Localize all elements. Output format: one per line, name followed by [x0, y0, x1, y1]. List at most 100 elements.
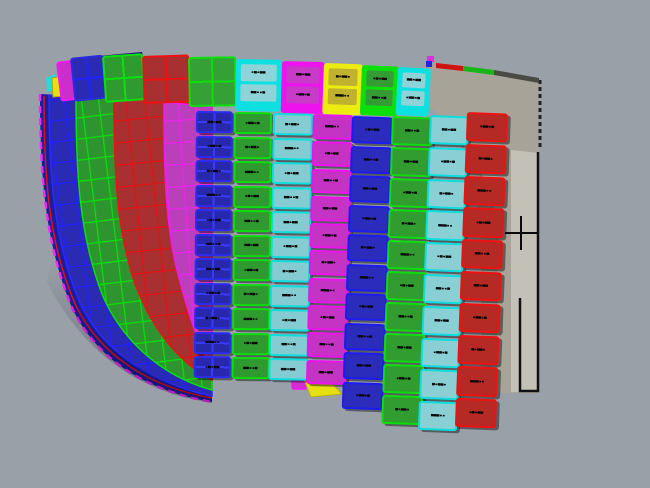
plate-cyan-b-1[interactable]: ■■▪■■ [428, 115, 469, 146]
plate-red-8[interactable]: ■▪■■▪ [457, 334, 500, 366]
plate-green-a-9[interactable]: ■■■▪▪ [232, 307, 271, 331]
top-plate-yellow-1[interactable]: ■▪■■▪ [328, 68, 358, 86]
plate-navy-8[interactable]: ▪■■▪■ [194, 282, 232, 305]
plate-cyan-a-7[interactable]: ■▪■■▪ [270, 259, 311, 283]
plate-cyan-b-4[interactable]: ■■■▪▪ [425, 210, 466, 242]
plate-cyan-b-7[interactable]: ■■▪■■ [421, 305, 462, 337]
plate-cyan-b-5[interactable]: ▪■▪■■ [423, 242, 465, 273]
plate-green-b-5[interactable]: ■■■▪▪ [386, 239, 429, 270]
plate-cyan-a-11[interactable]: ■■▪■■ [268, 357, 309, 381]
plate-cyan-a-9[interactable]: ▪■▪■■ [269, 308, 310, 332]
plate-red-1[interactable]: ▪■■▪■ [465, 112, 508, 143]
plate-magenta-3[interactable]: ■■▪▪■ [310, 168, 352, 195]
plate-magenta-6[interactable]: ■▪■■▪ [308, 250, 350, 277]
plate-cyan-a-2[interactable]: ■■■▪▪ [272, 137, 313, 161]
plate-navy-3[interactable]: ■▪■■▪ [195, 159, 233, 183]
top-row-panel-cyan[interactable]: ▪■▪■■ ■■▪▪■ [235, 59, 282, 112]
top-row-panel-magenta2[interactable]: ■■▪■■ ▪■■▪■ [280, 61, 325, 115]
plate-green-b-10[interactable]: ■▪■■▪ [381, 394, 424, 425]
plate-navy-10[interactable]: ■■■▪▪ [193, 331, 232, 354]
plate-green-b-1[interactable]: ■■▪▪■ [391, 116, 433, 146]
plate-blue-5[interactable]: ■▪■■▪ [346, 233, 389, 263]
plate-navy-7[interactable]: ■■▪■■ [194, 257, 232, 281]
plate-red-3[interactable]: ■■■▪▪ [463, 175, 506, 207]
plate-cyan-a-8[interactable]: ■■■▪▪ [269, 284, 311, 308]
plate-green-b-3[interactable]: ▪■■▪■ [388, 177, 431, 208]
plate-blue-8[interactable]: ■■▪▪■ [343, 322, 386, 351]
plate-magenta-10[interactable]: ■■▪■■ [305, 359, 347, 386]
top-row-panel-green3[interactable]: ▪■▪■■ ■■▪▪■ [359, 65, 399, 117]
plate-blue-3[interactable]: ■■▪■■ [348, 174, 391, 204]
plate-cyan-a-5[interactable]: ■■▪■■ [270, 210, 312, 234]
plate-green-a-8[interactable]: ■▪■■▪ [232, 283, 271, 306]
plate-cyan-b-8[interactable]: ▪■■▪■ [420, 337, 461, 369]
plate-green-a-7[interactable]: ▪■■▪■ [232, 258, 271, 282]
top-row-panel-red[interactable] [142, 54, 191, 104]
top-plate-cyan2-2[interactable]: ▪■■▪■ [401, 90, 425, 107]
plate-green-a-2[interactable]: ■▪■■▪ [233, 136, 272, 159]
plate-cyan-b-9[interactable]: ■▪■■▪ [419, 369, 460, 400]
plate-cyan-a-4[interactable]: ■■▪▪■ [271, 186, 312, 210]
plate-green-a-1[interactable]: ▪■■▪■ [233, 112, 272, 135]
plate-cyan-b-6[interactable]: ■■▪▪■ [422, 273, 463, 305]
top-plate-green3-1[interactable]: ▪■▪■■ [366, 70, 394, 88]
plate-blue-10[interactable]: ▪■■▪■ [341, 381, 384, 410]
top-plate-cyan-2[interactable]: ■■▪▪■ [240, 84, 277, 102]
plate-navy-11[interactable]: ▪■▪■■ [193, 355, 231, 379]
plate-magenta-5[interactable]: ▪■■▪■ [309, 223, 351, 249]
plate-red-5[interactable]: ■■▪▪■ [460, 239, 504, 270]
plate-green-a-4[interactable]: ▪■▪■■ [233, 185, 272, 208]
plate-cyan-b-10[interactable]: ■■■▪▪ [417, 400, 458, 432]
top-plate-magenta2-1[interactable]: ■■▪■■ [286, 66, 320, 84]
plate-cyan-b-2[interactable]: ▪■■▪■ [427, 146, 468, 178]
plate-green-a-3[interactable]: ■■■▪▪ [233, 160, 272, 184]
plate-green-b-4[interactable]: ■▪■■▪ [387, 208, 430, 239]
plate-navy-4[interactable]: ■■■▪▪ [195, 184, 233, 207]
top-plate-magenta2-2[interactable]: ▪■■▪■ [285, 86, 320, 104]
plate-cyan-a-1[interactable]: ■▪■■▪ [272, 113, 313, 136]
plate-navy-5[interactable]: ▪■▪■■ [194, 208, 233, 232]
top-plate-cyan2-1[interactable]: ■■▪■■ [401, 72, 426, 89]
top-row-panel-yellow[interactable]: ■▪■■▪ ■■■▪▪ [322, 63, 363, 116]
plate-green-b-7[interactable]: ■■▪▪■ [384, 301, 427, 332]
plate-red-6[interactable]: ■■▪■■ [459, 270, 502, 302]
plate-green-b-6[interactable]: ▪■▪■■ [385, 270, 428, 301]
plate-magenta-9[interactable]: ■■▪▪■ [306, 332, 348, 359]
plate-navy-6[interactable]: ■■▪▪■ [194, 233, 232, 256]
top-plate-cyan-1[interactable]: ▪■▪■■ [240, 64, 277, 82]
plate-green-b-9[interactable]: ▪■■▪■ [382, 363, 425, 394]
plate-red-9[interactable]: ■■■▪▪ [456, 366, 499, 398]
plate-navy-2[interactable]: ▪■■▪■ [195, 135, 233, 158]
plate-navy-9[interactable]: ■▪■■▪ [194, 306, 232, 330]
plate-red-2[interactable]: ■▪■■▪ [464, 143, 507, 175]
top-plate-yellow-2[interactable]: ■■■▪▪ [327, 87, 358, 106]
plate-green-a-5[interactable]: ■■▪▪■ [232, 209, 272, 233]
plate-red-10[interactable]: ▪■▪■■ [454, 397, 497, 429]
plate-cyan-b-3[interactable]: ■▪■■▪ [426, 178, 467, 210]
plate-magenta-1[interactable]: ■■■▪▪ [312, 114, 353, 140]
plate-magenta-2[interactable]: ▪■▪■■ [311, 141, 353, 168]
plate-cyan-a-10[interactable]: ■■▪▪■ [268, 333, 310, 357]
plate-green-a-10[interactable]: ▪■▪■■ [231, 332, 271, 355]
top-row-panel-green2[interactable] [188, 56, 237, 107]
top-plate-green3-2[interactable]: ■■▪▪■ [365, 89, 393, 107]
plate-red-4[interactable]: ▪■▪■■ [462, 207, 505, 239]
plate-green-b-8[interactable]: ■■▪■■ [383, 332, 426, 363]
plate-blue-4[interactable]: ▪■■▪■ [347, 204, 390, 233]
top-row-panel-green[interactable] [102, 53, 147, 103]
plate-navy-1[interactable]: ■■▪■■ [195, 111, 233, 134]
plate-blue-7[interactable]: ▪■▪■■ [344, 292, 387, 322]
plate-green-a-6[interactable]: ■■▪■■ [232, 234, 271, 257]
plate-blue-6[interactable]: ■■■▪▪ [345, 263, 388, 292]
plate-cyan-a-6[interactable]: ▪■■▪■ [270, 235, 311, 259]
plate-magenta-8[interactable]: ▪■▪■■ [307, 305, 348, 331]
plate-blue-1[interactable]: ▪■▪■■ [351, 116, 393, 145]
plate-magenta-7[interactable]: ■■■▪▪ [308, 277, 349, 304]
plate-cyan-a-3[interactable]: ▪■▪■■ [271, 161, 313, 185]
plate-blue-2[interactable]: ■■▪▪■ [350, 145, 392, 174]
plate-green-a-11[interactable]: ■■▪▪■ [231, 356, 270, 380]
top-row-panel-cyan2[interactable]: ■■▪■■ ▪■■▪■ [395, 67, 431, 117]
plate-green-b-2[interactable]: ■■▪■■ [389, 146, 432, 177]
plate-red-7[interactable]: ▪■■▪■ [458, 302, 501, 334]
